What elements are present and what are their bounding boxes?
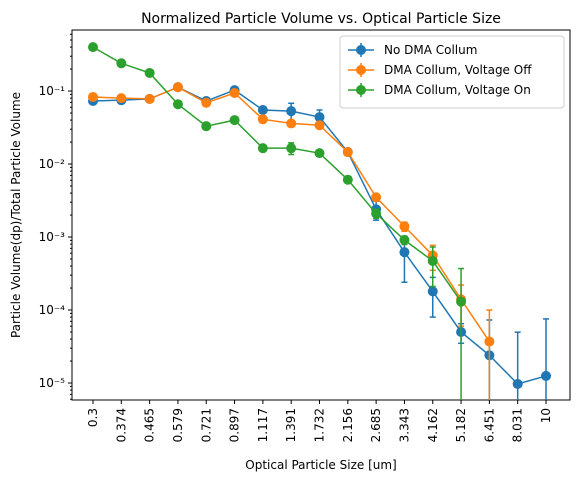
data-point <box>229 115 240 126</box>
data-point <box>371 192 382 203</box>
x-tick-label: 1.391 <box>284 408 298 442</box>
x-tick-label: 6.451 <box>482 408 496 442</box>
data-point <box>427 255 438 266</box>
data-point <box>257 104 268 115</box>
x-tick-label: 4.162 <box>426 408 440 442</box>
legend-label: DMA Collum, Voltage Off <box>384 63 532 77</box>
data-point <box>512 378 523 389</box>
legend-marker <box>356 65 366 75</box>
data-point <box>427 286 438 297</box>
data-point <box>144 93 155 104</box>
x-tick-label: 0.721 <box>199 408 213 442</box>
x-axis-label: Optical Particle Size [um] <box>245 458 396 472</box>
x-tick-label: 0.465 <box>143 408 157 442</box>
x-tick-label: 0.579 <box>171 408 185 442</box>
legend-label: DMA Collum, Voltage On <box>384 83 531 97</box>
data-point <box>172 82 183 93</box>
x-tick-label: 8.031 <box>511 408 525 442</box>
legend-marker <box>356 85 366 95</box>
data-point <box>371 208 382 219</box>
data-point <box>286 143 297 154</box>
data-point <box>399 235 410 246</box>
series-line <box>92 46 462 303</box>
x-tick-label: 1.732 <box>313 408 327 442</box>
x-tick-label: 5.182 <box>454 408 468 442</box>
data-point <box>201 121 212 132</box>
y-axis-label: Particle Volume(dp)/Total Particle Volum… <box>9 92 23 338</box>
x-tick-label: 2.156 <box>341 408 355 442</box>
data-point <box>257 143 268 154</box>
x-tick-label: 0.374 <box>114 408 128 442</box>
y-tick-label: 10⁻³ <box>39 230 66 244</box>
x-tick-label: 0.3 <box>86 408 100 427</box>
y-tick-label: 10⁻⁴ <box>39 303 66 317</box>
chart-title: Normalized Particle Volume vs. Optical P… <box>141 11 501 27</box>
data-point <box>144 67 155 78</box>
data-point <box>88 91 98 102</box>
legend-marker <box>356 45 366 55</box>
data-point <box>229 88 240 99</box>
y-tick-label: 10⁻⁵ <box>39 376 66 390</box>
data-point <box>342 147 353 158</box>
plot-area <box>88 42 551 400</box>
data-point <box>541 370 551 381</box>
data-point <box>314 148 325 159</box>
x-tick-label: 3.343 <box>397 408 411 442</box>
data-point <box>88 42 98 53</box>
data-point <box>257 114 268 125</box>
data-point <box>314 120 325 131</box>
data-point <box>399 221 410 232</box>
legend-box <box>339 35 565 109</box>
data-point <box>116 58 127 69</box>
x-tick-label: 1.117 <box>256 408 270 442</box>
data-point <box>116 93 127 104</box>
data-point <box>172 99 183 110</box>
data-point <box>342 174 353 185</box>
data-point <box>201 97 212 108</box>
x-tick-label: 2.685 <box>369 408 383 442</box>
data-point <box>484 336 495 347</box>
y-tick-label: 10⁻¹ <box>39 84 66 98</box>
legend-label: No DMA Collum <box>384 43 477 57</box>
data-point <box>399 247 410 258</box>
x-tick-label: 10 <box>539 408 553 423</box>
data-point <box>286 106 297 117</box>
data-point <box>286 118 297 129</box>
x-tick-label: 0.897 <box>228 408 242 442</box>
series-line <box>92 86 547 385</box>
data-point <box>314 112 325 123</box>
data-point <box>456 296 467 307</box>
y-tick-label: 10⁻² <box>39 157 66 171</box>
